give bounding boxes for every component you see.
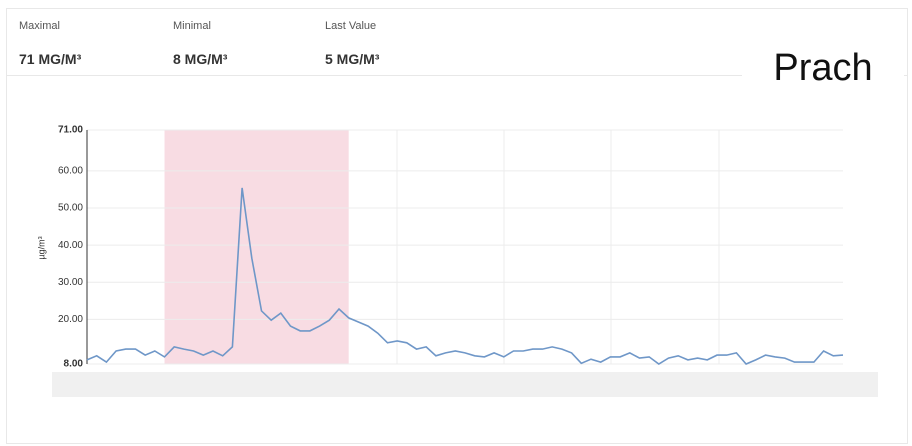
y-tick-label: 8.00 <box>64 359 84 370</box>
stat-label: Maximal <box>19 20 60 32</box>
stat-value: 71 MG/M³ <box>19 51 82 67</box>
y-tick-label: 30.00 <box>58 277 83 288</box>
y-tick-label: 60.00 <box>58 165 83 176</box>
y-tick-label: 71.00 <box>58 125 83 136</box>
stat-value: 5 MG/M³ <box>325 51 380 67</box>
y-tick-label: 20.00 <box>58 314 83 325</box>
badge: Prach <box>742 30 904 106</box>
y-tick-label: 50.00 <box>58 203 83 214</box>
stat-label: Minimal <box>173 20 211 32</box>
divider <box>7 75 907 76</box>
navigator <box>52 372 878 397</box>
y-axis-label: µg/m³ <box>36 236 46 259</box>
line <box>86 187 844 365</box>
stat-label: Last Value <box>325 20 377 32</box>
card: Maximal 71 MG/M³ Minimal 8 MG/M³ Last Va… <box>6 8 908 444</box>
stat-value: 8 MG/M³ <box>173 51 228 67</box>
y-tick-label: 40.00 <box>58 240 83 251</box>
highlight-band <box>164 130 349 364</box>
y-grid <box>87 129 843 365</box>
